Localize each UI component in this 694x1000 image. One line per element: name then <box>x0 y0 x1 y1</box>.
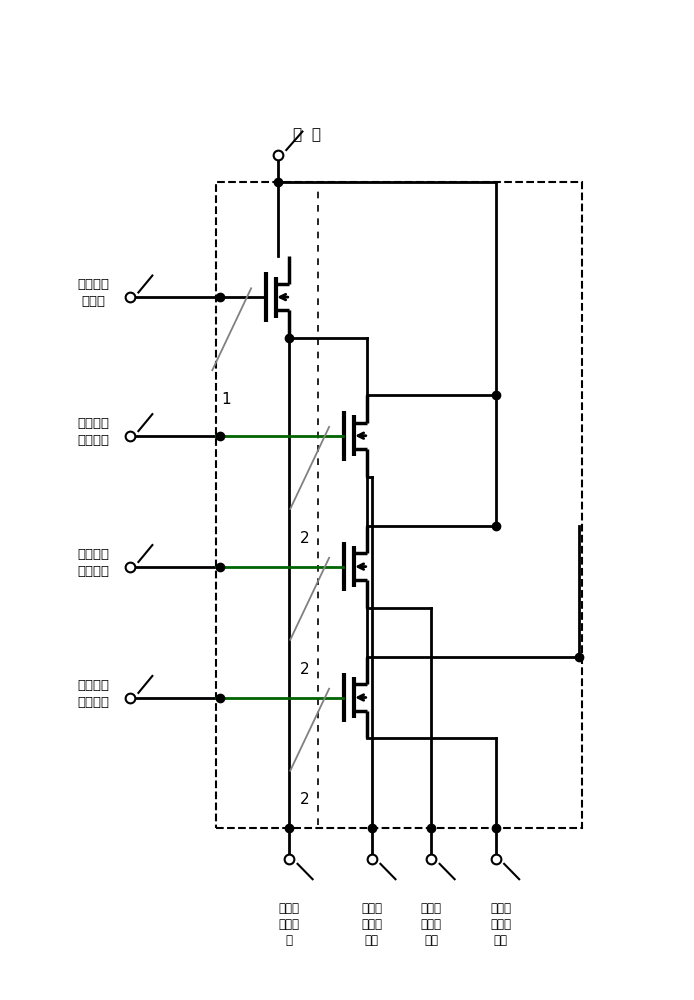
Text: 主功率器
件栅极: 主功率器 件栅极 <box>77 278 109 308</box>
Text: 1: 1 <box>222 392 231 407</box>
Text: 电流检测
器件栅极: 电流检测 器件栅极 <box>77 417 109 447</box>
Text: 漏  级: 漏 级 <box>294 127 321 142</box>
Text: 2: 2 <box>300 792 310 807</box>
Text: 电流检测
器件栅极: 电流检测 器件栅极 <box>77 548 109 578</box>
Text: 电流检
测器件
源极: 电流检 测器件 源极 <box>491 902 511 947</box>
Text: 电流检测
器件栅极: 电流检测 器件栅极 <box>77 679 109 709</box>
Text: 主功率
器件源
极: 主功率 器件源 极 <box>278 902 299 947</box>
Text: 电流检
测器件
源极: 电流检 测器件 源极 <box>362 902 382 947</box>
Bar <box>216 182 582 828</box>
Text: 2: 2 <box>300 662 310 677</box>
Text: 2: 2 <box>300 531 310 546</box>
Text: 电流检
测器件
源极: 电流检 测器件 源极 <box>421 902 441 947</box>
